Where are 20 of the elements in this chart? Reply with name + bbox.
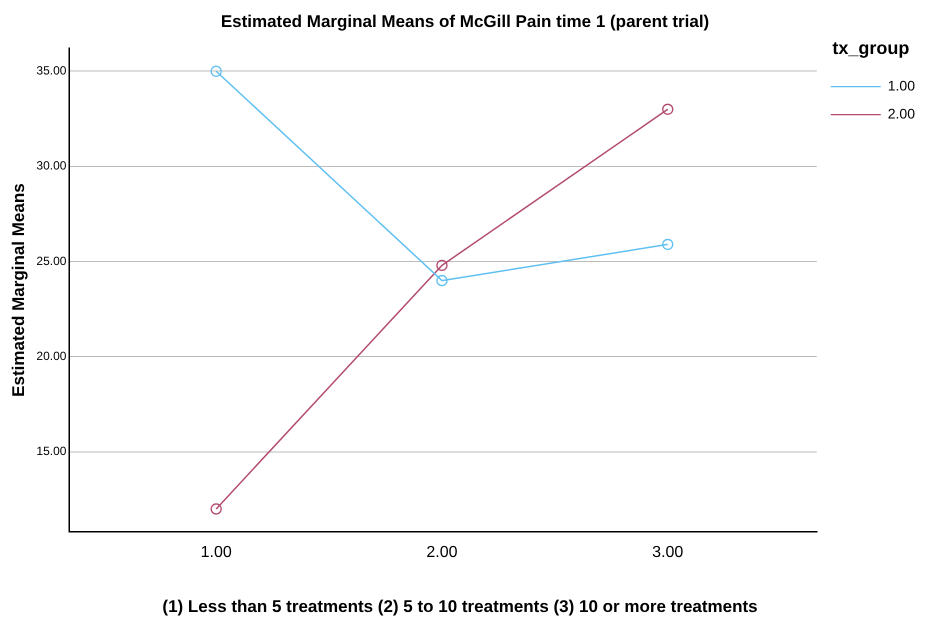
y-tick-label: 20.00 — [36, 349, 67, 364]
point — [662, 104, 674, 115]
y-tick-label: 15.00 — [36, 444, 67, 458]
y-axis-title: Estimated Marginal Means — [8, 183, 28, 397]
point — [436, 260, 448, 272]
chart-title: Estimated Marginal Means of McGill Pain time 1 (parent trial) — [220, 12, 710, 31]
point — [436, 274, 448, 286]
x-tick-label: 3.00 — [652, 544, 684, 561]
x-tick-label: 2.00 — [426, 544, 458, 561]
x-tick-label: 1.00 — [200, 544, 232, 561]
y-tick-label: 25.00 — [36, 254, 67, 268]
legend-label: 1.00 — [888, 77, 916, 94]
point — [210, 503, 222, 515]
y-tick-label: 35.00 — [36, 64, 67, 78]
y-tick-label: 30.00 — [36, 158, 67, 173]
legend-label: 2.00 — [888, 105, 916, 122]
point — [210, 66, 222, 77]
x-axis-title: (1) Less than 5 treatments (2) 5 to 10 treatments (3) 10 or more treatments — [161, 597, 759, 616]
legend-title: tx_group — [832, 38, 910, 58]
point — [662, 238, 674, 250]
